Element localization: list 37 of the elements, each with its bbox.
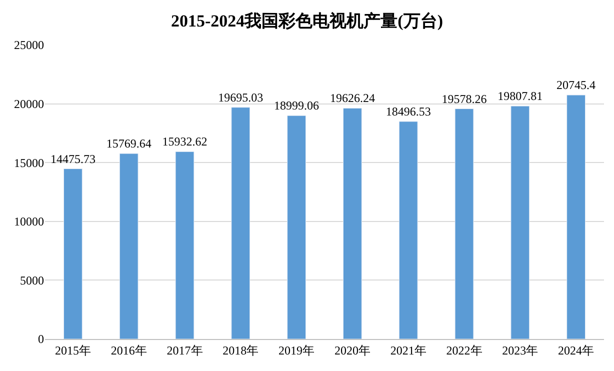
x-tick-label: 2015年 <box>54 343 91 358</box>
data-label: 20745.4 <box>556 78 596 92</box>
bar <box>175 151 194 339</box>
x-tick-label: 2023年 <box>502 343 538 358</box>
chart-title: 2015-2024我国彩色电视机产量(万台) <box>171 12 443 31</box>
bar <box>566 94 586 339</box>
bar <box>510 106 530 339</box>
x-tick-label: 2017年 <box>166 343 203 358</box>
y-tick-label: 20000 <box>14 97 44 111</box>
data-label: 15932.62 <box>162 134 208 149</box>
data-label: 15769.64 <box>106 136 152 151</box>
x-tick-label: 2022年 <box>446 343 482 358</box>
x-tick-label: 2024年 <box>558 343 594 358</box>
x-tick-label: 2016年 <box>110 343 147 358</box>
x-tick-label: 2019年 <box>278 343 315 358</box>
y-tick-label: 0 <box>38 332 44 346</box>
bar <box>119 153 138 339</box>
data-label: 18999.06 <box>274 98 320 113</box>
bar <box>287 115 306 339</box>
data-label: 19695.03 <box>218 90 264 104</box>
x-tick-label: 2020年 <box>334 343 370 358</box>
data-label: 19807.81 <box>498 89 543 104</box>
bar <box>342 108 362 339</box>
bar <box>231 107 250 339</box>
bar <box>454 108 474 339</box>
bar <box>63 168 82 339</box>
data-label: 19578.26 <box>442 92 487 106</box>
x-tick-label: 2021年 <box>390 343 426 358</box>
bar <box>398 121 418 339</box>
y-tick-label: 5000 <box>20 273 44 288</box>
data-label: 14475.73 <box>50 152 96 166</box>
data-label: 18496.53 <box>386 104 431 118</box>
y-tick-label: 10000 <box>14 214 44 229</box>
y-tick-label: 15000 <box>14 156 44 170</box>
y-tick-label: 25000 <box>14 38 44 52</box>
data-label: 19626.24 <box>330 91 375 106</box>
x-tick-label: 2018年 <box>222 343 259 358</box>
